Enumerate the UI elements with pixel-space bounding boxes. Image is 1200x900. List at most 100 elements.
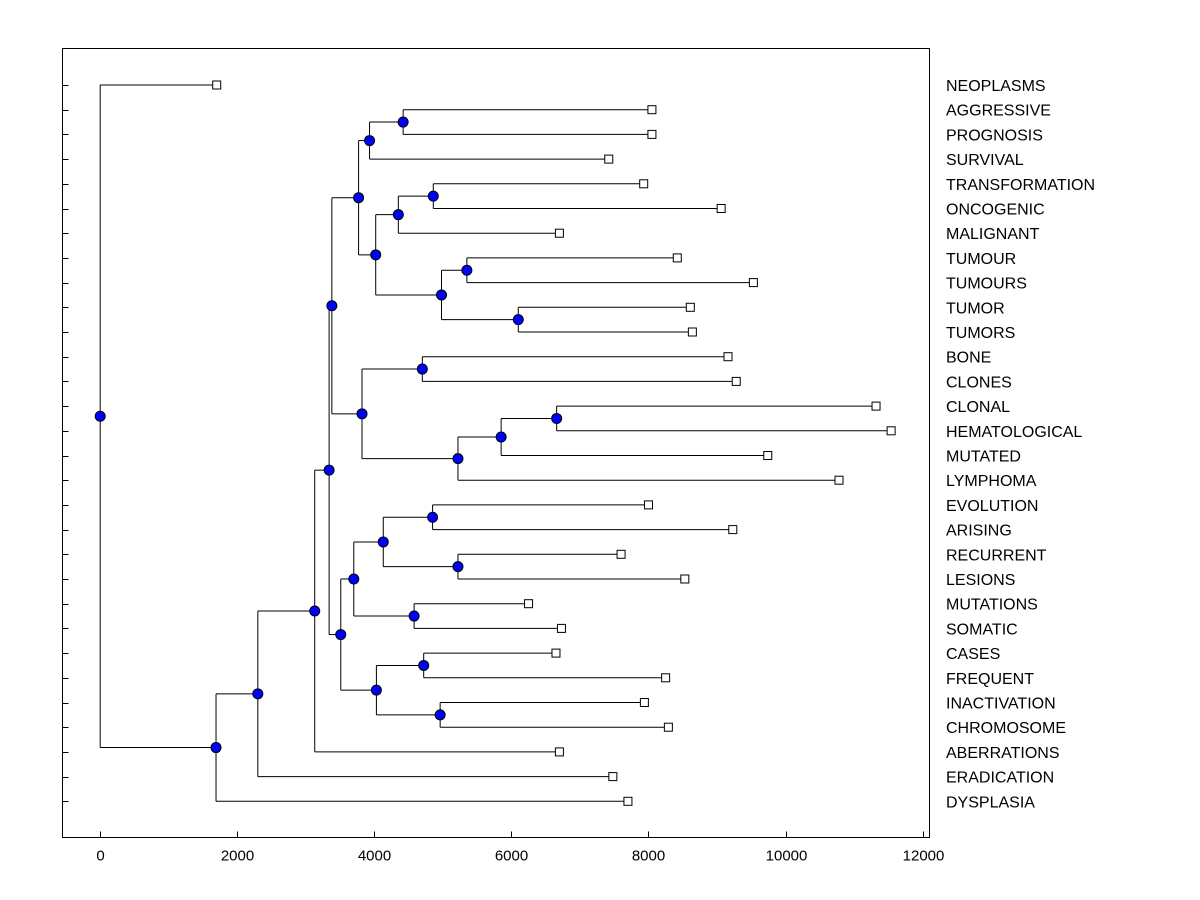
merge-node <box>461 264 473 276</box>
leaf-label: ARISING <box>946 523 1012 540</box>
leaf-marker <box>639 698 649 707</box>
leaf-marker <box>685 302 695 312</box>
dendrogram-links <box>99 84 892 802</box>
merge-node <box>416 363 428 375</box>
merge-node <box>377 536 389 548</box>
leaf-label: ERADICATION <box>946 770 1054 787</box>
merge-node-markers <box>94 116 563 754</box>
leaf-label: CLONAL <box>946 399 1010 416</box>
leaf-label: TUMOURS <box>946 276 1027 293</box>
leaf-label: NEOPLASMS <box>946 78 1046 95</box>
leaf-label: CLONES <box>946 374 1012 391</box>
leaf-marker <box>661 673 671 683</box>
leaf-label: EVOLUTION <box>946 498 1038 515</box>
leaf-label: MUTATIONS <box>946 597 1038 614</box>
leaf-label: SURVIVAL <box>946 152 1024 169</box>
leaf-marker <box>886 426 896 436</box>
leaf-marker <box>731 376 741 386</box>
leaf-marker <box>834 475 844 485</box>
leaf-marker <box>663 722 673 732</box>
leaf-marker <box>639 179 649 189</box>
leaf-marker <box>716 204 726 213</box>
leaf-marker <box>551 648 561 658</box>
leaf-marker <box>672 253 682 263</box>
leaf-marker <box>212 80 222 90</box>
merge-node <box>452 561 464 573</box>
merge-node <box>364 135 376 147</box>
merge-node <box>392 209 404 221</box>
merge-node <box>495 431 507 443</box>
leaf-label: DYSPLASIA <box>946 794 1035 811</box>
leaf-label: TUMORS <box>946 325 1015 342</box>
leaf-marker <box>556 623 566 633</box>
merge-node <box>436 289 448 301</box>
leaf-label: FREQUENT <box>946 671 1034 688</box>
leaf-label: HEMATOLOGICAL <box>946 424 1082 441</box>
leaf-label: SOMATIC <box>946 621 1018 638</box>
merge-node <box>309 605 321 617</box>
left-axis-ticks <box>62 85 69 802</box>
leaf-label: BONE <box>946 350 991 367</box>
merge-node <box>551 412 563 424</box>
leaf-markers <box>212 80 896 806</box>
leaf-label: PROGNOSIS <box>946 127 1043 144</box>
merge-node <box>452 453 464 465</box>
merge-node <box>418 659 430 671</box>
merge-node <box>326 300 338 312</box>
merge-node <box>370 249 382 261</box>
merge-node <box>210 742 222 754</box>
leaf-marker <box>763 451 773 460</box>
merge-node <box>434 709 446 721</box>
leaf-label: AGGRESSIVE <box>946 103 1051 120</box>
x-tick-label: 8000 <box>632 848 665 865</box>
leaf-marker <box>680 574 690 584</box>
merge-node <box>335 629 347 641</box>
leaf-labels: NEOPLASMS AGGRESSIVE PROGNOSIS SURVIVAL TRAN… <box>946 78 1095 811</box>
leaf-marker <box>604 154 614 164</box>
leaf-label: LESIONS <box>946 572 1015 589</box>
leaf-marker <box>554 747 564 757</box>
x-tick-label: 6000 <box>495 848 528 865</box>
leaf-label: TUMOR <box>946 300 1005 317</box>
leaf-label: MALIGNANT <box>946 226 1040 243</box>
leaf-marker <box>728 525 738 535</box>
merge-node <box>94 410 106 422</box>
merge-node <box>323 464 335 476</box>
leaf-label: TUMOUR <box>946 251 1016 268</box>
merge-node <box>427 190 439 202</box>
leaf-label: LYMPHOMA <box>946 473 1037 490</box>
leaf-marker <box>647 105 657 115</box>
leaf-label: ONCOGENIC <box>946 202 1045 219</box>
leaf-marker <box>748 278 758 288</box>
leaf-label: ABERRATIONS <box>946 745 1060 762</box>
x-tick-label: 4000 <box>358 848 391 865</box>
merge-node <box>356 408 368 420</box>
x-tick-label: 12000 <box>903 848 945 865</box>
leaf-marker <box>616 549 626 559</box>
merge-node <box>370 684 382 696</box>
leaf-marker <box>623 796 633 806</box>
leaf-marker <box>687 327 697 337</box>
leaf-marker <box>554 228 564 238</box>
leaf-label: TRANSFORMATION <box>946 177 1095 194</box>
leaf-label: CHROMOSOME <box>946 720 1066 737</box>
x-tick-label: 10000 <box>766 848 808 865</box>
leaf-marker <box>871 401 881 411</box>
leaf-label: RECURRENT <box>946 547 1047 564</box>
merge-node <box>408 610 420 622</box>
leaf-label: INACTIVATION <box>946 696 1056 713</box>
merge-node <box>397 116 409 128</box>
merge-node <box>348 573 360 585</box>
merge-node <box>427 511 439 523</box>
merge-node <box>252 688 264 700</box>
plot-frame <box>62 48 930 838</box>
leaf-label: MUTATED <box>946 449 1021 466</box>
x-axis: 0 2000 4000 6000 8000 10000 12000 <box>96 831 945 865</box>
leaf-marker <box>524 599 534 609</box>
leaf-label: CASES <box>946 646 1000 663</box>
x-tick-label: 2000 <box>221 848 254 865</box>
leaf-marker <box>723 352 733 362</box>
leaf-marker <box>647 129 657 139</box>
merge-node <box>353 192 365 204</box>
